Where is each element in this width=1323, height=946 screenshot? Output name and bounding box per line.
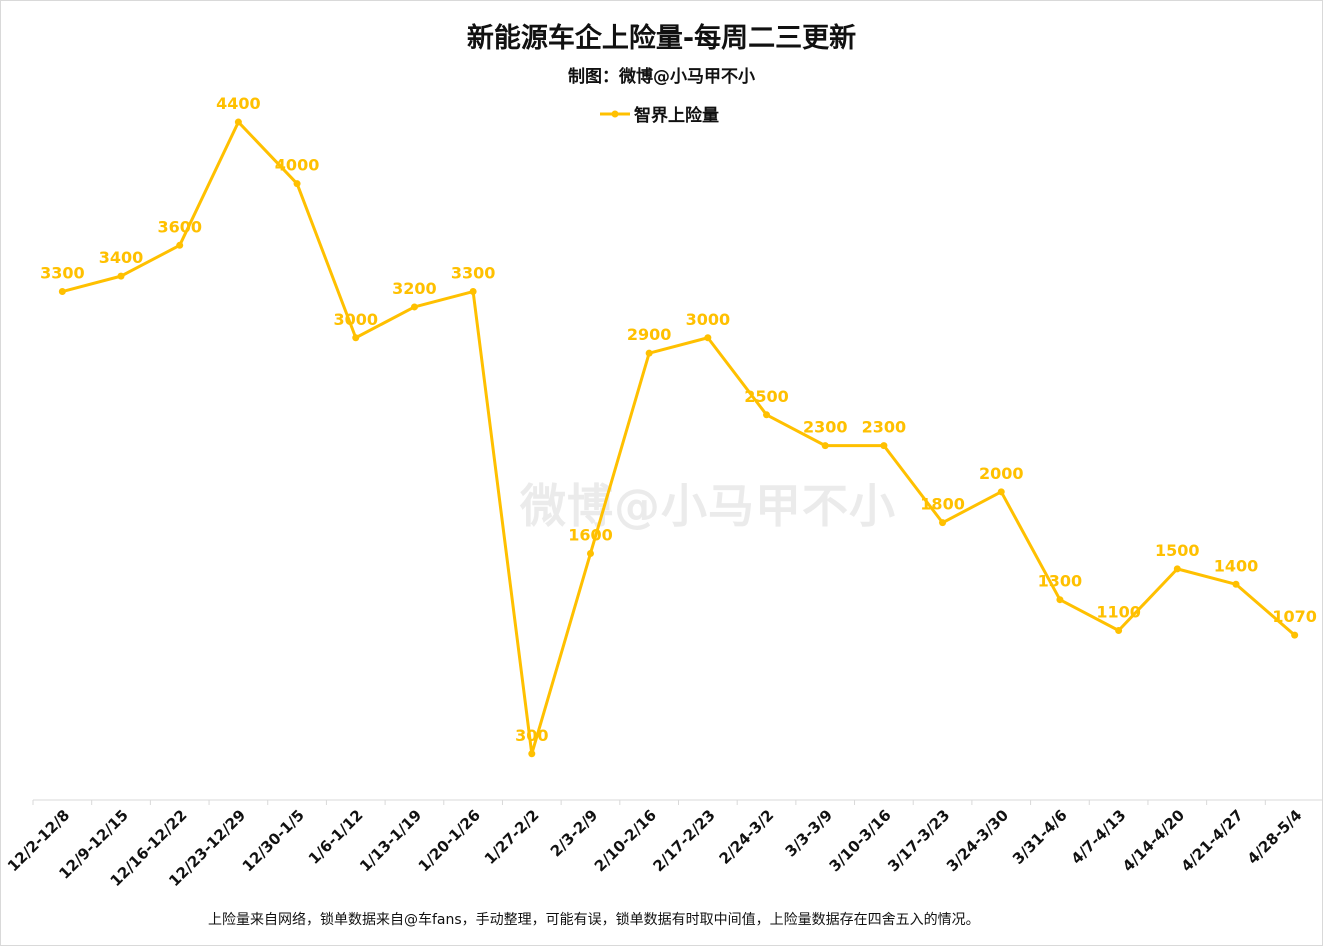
footnote: 上险量来自网络，锁单数据来自@车fans，手动整理，可能有误，锁单数据有时取中间… bbox=[208, 912, 980, 928]
legend-label: 智界上险量 bbox=[634, 106, 719, 126]
x-tick-label: 2/10-2/16 bbox=[591, 806, 660, 875]
x-tick-label: 12/30-1/5 bbox=[239, 806, 308, 875]
data-label: 2300 bbox=[862, 418, 907, 437]
data-label: 3200 bbox=[392, 279, 437, 298]
data-point bbox=[645, 349, 653, 357]
data-label: 4000 bbox=[275, 156, 320, 175]
x-tick-label: 1/13-1/19 bbox=[356, 806, 425, 875]
data-point bbox=[528, 750, 536, 758]
x-tick-label: 4/21-4/27 bbox=[1178, 806, 1247, 875]
data-point bbox=[117, 272, 125, 280]
x-axis-tick-labels: 12/2-12/812/9-12/1512/16-12/2212/23-12/2… bbox=[4, 806, 1305, 890]
chart-legend: 智界上险量 bbox=[600, 101, 719, 126]
legend-line-marker bbox=[600, 110, 630, 117]
x-axis-ticks bbox=[32, 800, 1266, 805]
data-labels: 3300 3400 3600 4400 4000 3000 3200 3300 300 1600 2… bbox=[40, 94, 1317, 745]
data-point bbox=[410, 303, 418, 311]
data-point bbox=[704, 334, 712, 342]
data-label: 3300 bbox=[40, 264, 85, 283]
data-point bbox=[763, 411, 771, 419]
data-point bbox=[234, 118, 242, 126]
data-label: 1500 bbox=[1155, 541, 1200, 560]
x-tick-label: 4/14-4/20 bbox=[1119, 806, 1188, 875]
data-label: 1300 bbox=[1038, 572, 1083, 591]
data-label: 3400 bbox=[99, 248, 144, 267]
data-point bbox=[1115, 627, 1123, 635]
data-label: 3300 bbox=[451, 264, 496, 283]
data-point bbox=[1173, 565, 1181, 573]
x-tick-label: 3/24-3/30 bbox=[943, 806, 1012, 875]
series-points bbox=[58, 118, 1299, 758]
data-label: 2900 bbox=[627, 325, 672, 344]
series-line bbox=[61, 120, 1296, 756]
data-label: 2000 bbox=[979, 464, 1024, 483]
data-label: 1600 bbox=[568, 525, 613, 544]
data-label: 2500 bbox=[744, 387, 789, 406]
x-tick-label: 2/3-2/9 bbox=[547, 806, 601, 860]
x-tick-label: 3/3-3/9 bbox=[782, 806, 836, 860]
data-label: 1070 bbox=[1272, 607, 1317, 626]
data-label: 3600 bbox=[157, 217, 202, 236]
x-tick-label: 3/31-4/6 bbox=[1009, 806, 1071, 868]
data-point bbox=[586, 549, 594, 557]
data-point bbox=[880, 442, 888, 450]
data-label: 300 bbox=[515, 726, 548, 745]
data-label: 1400 bbox=[1214, 556, 1259, 575]
x-tick-label: 1/27-2/2 bbox=[481, 806, 543, 868]
data-label: 2300 bbox=[803, 418, 848, 437]
watermark: 微博@小马甲不小 bbox=[520, 479, 896, 533]
data-point bbox=[293, 180, 301, 188]
data-label: 3000 bbox=[333, 310, 378, 329]
x-tick-label: 1/6-1/12 bbox=[305, 806, 367, 868]
data-point bbox=[821, 442, 829, 450]
data-point bbox=[1056, 596, 1064, 604]
data-point bbox=[1291, 631, 1299, 639]
x-tick-label: 4/28-5/4 bbox=[1244, 806, 1306, 868]
x-tick-label: 2/17-2/23 bbox=[650, 806, 719, 875]
chart-subtitle: 制图：微博@小马甲不小 bbox=[568, 67, 755, 87]
data-point bbox=[939, 519, 947, 527]
x-tick-label: 1/20-1/26 bbox=[415, 806, 484, 875]
data-label: 3000 bbox=[686, 310, 731, 329]
data-point bbox=[352, 334, 360, 342]
data-label: 1100 bbox=[1096, 603, 1141, 622]
x-tick-label: 4/7-4/13 bbox=[1068, 806, 1130, 868]
chart-title: 新能源车企上险量-每周二三更新 bbox=[466, 23, 857, 54]
data-label: 4400 bbox=[216, 94, 261, 113]
data-point bbox=[1232, 580, 1240, 588]
x-tick-label: 3/17-3/23 bbox=[884, 806, 953, 875]
data-point bbox=[997, 488, 1005, 496]
data-point bbox=[58, 288, 66, 296]
x-tick-label: 3/10-3/16 bbox=[826, 806, 895, 875]
x-tick-label: 2/24-3/2 bbox=[716, 806, 778, 868]
data-point bbox=[469, 288, 477, 296]
data-point bbox=[176, 241, 184, 249]
data-label: 1800 bbox=[920, 495, 965, 514]
